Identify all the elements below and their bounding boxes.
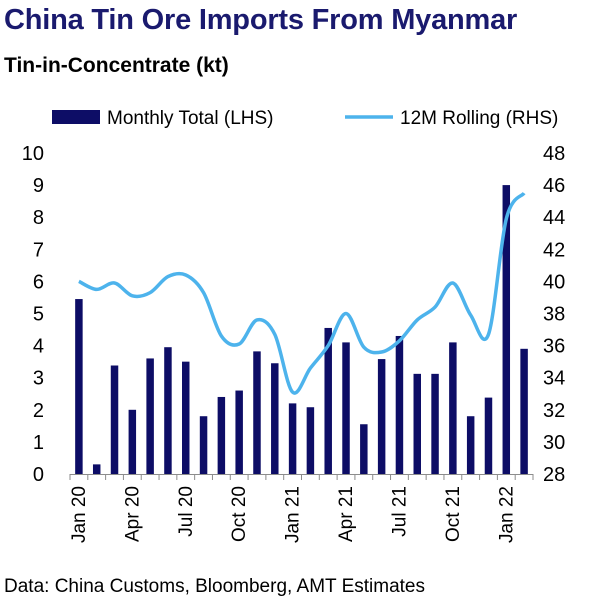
- left-tick-label: 7: [33, 239, 44, 261]
- right-tick-label: 36: [543, 336, 565, 358]
- bar-may-21: [360, 424, 368, 474]
- right-tick-label: 44: [543, 207, 565, 229]
- right-tick-label: 48: [543, 143, 565, 165]
- bar-aug-20: [199, 416, 208, 474]
- bar-jan-20: [75, 299, 83, 474]
- chart-title: China Tin Ore Imports From Myanmar: [4, 4, 518, 36]
- right-tick-label: 38: [543, 304, 565, 326]
- right-tick-label: 30: [543, 432, 565, 454]
- x-tick-label: Apr 21: [336, 486, 357, 542]
- bar-mar-21: [324, 327, 332, 474]
- right-tick-label: 46: [543, 175, 565, 197]
- left-tick-label: 10: [22, 143, 44, 165]
- bar-feb-20: [92, 464, 101, 474]
- bar-sep-21: [431, 373, 439, 474]
- right-tick-label: 34: [543, 368, 565, 390]
- legend-swatch-bar: [52, 110, 100, 124]
- chart: Monthly Total (LHS) 12M Rolling (RHS) 0 1 2…: [22, 108, 566, 543]
- line-series: [78, 191, 526, 395]
- bar-oct-21: [449, 342, 457, 474]
- bar-jan-21: [288, 403, 297, 474]
- bar-nov-21: [466, 416, 475, 474]
- left-tick-label: 0: [33, 464, 44, 486]
- bar-sep-20: [217, 396, 226, 474]
- x-tick-label: Jul 21: [389, 486, 410, 537]
- x-tick-label: Apr 20: [122, 486, 143, 542]
- x-axis: Jan 20 Apr 20 Jul 20 Oct 20 Jan 21 Apr 21 Jul …: [69, 474, 534, 543]
- source-note: Data: China Customs, Bloomberg, AMT Esti…: [4, 576, 425, 597]
- right-y-axis: 28 30 32 34 36 38 40 42 44 46 48: [543, 143, 565, 486]
- chart-subtitle: Tin-in-Concentrate (kt): [4, 54, 229, 77]
- bar-apr-20: [128, 409, 137, 474]
- bar-feb-22: [520, 348, 528, 474]
- left-tick-label: 3: [33, 368, 44, 390]
- left-tick-label: 9: [33, 175, 44, 197]
- bar-oct-20: [235, 390, 243, 474]
- left-tick-label: 6: [33, 271, 44, 293]
- x-tick-label: Jul 20: [176, 486, 197, 537]
- bar-series: [75, 185, 528, 474]
- legend: Monthly Total (LHS) 12M Rolling (RHS): [52, 108, 558, 129]
- left-tick-label: 5: [33, 304, 44, 326]
- bar-jul-21: [395, 335, 404, 474]
- right-tick-label: 32: [543, 400, 565, 422]
- right-tick-label: 28: [543, 464, 565, 486]
- legend-label-line: 12M Rolling (RHS): [400, 108, 558, 129]
- left-tick-label: 1: [33, 432, 44, 454]
- x-tick-label: Oct 20: [229, 486, 250, 542]
- bar-mar-20: [110, 365, 119, 474]
- rolling-12m-line: [78, 191, 526, 395]
- bar-dec-20: [271, 363, 279, 474]
- bar-feb-21: [306, 407, 315, 474]
- x-tick-label: Oct 21: [443, 486, 464, 542]
- legend-label-bar: Monthly Total (LHS): [107, 108, 274, 129]
- left-tick-label: 2: [33, 400, 44, 422]
- bar-nov-20: [253, 351, 261, 474]
- bar-aug-21: [413, 373, 421, 474]
- bar-dec-21: [484, 397, 493, 474]
- left-tick-label: 4: [33, 336, 44, 358]
- x-tick-label: Jan 20: [69, 486, 90, 543]
- left-y-axis: 0 1 2 3 4 5 6 7 8 9 10: [22, 143, 44, 486]
- left-tick-label: 8: [33, 207, 44, 229]
- bar-jul-20: [182, 361, 190, 474]
- bar-apr-21: [342, 342, 350, 474]
- x-tick-label: Jan 21: [283, 486, 304, 543]
- bar-jan-22: [502, 185, 511, 474]
- bar-jun-21: [377, 359, 386, 474]
- right-tick-label: 42: [543, 239, 565, 261]
- bar-jun-20: [164, 347, 172, 474]
- right-tick-label: 40: [543, 271, 565, 293]
- bar-may-20: [146, 358, 154, 474]
- x-tick-label: Jan 22: [496, 486, 517, 543]
